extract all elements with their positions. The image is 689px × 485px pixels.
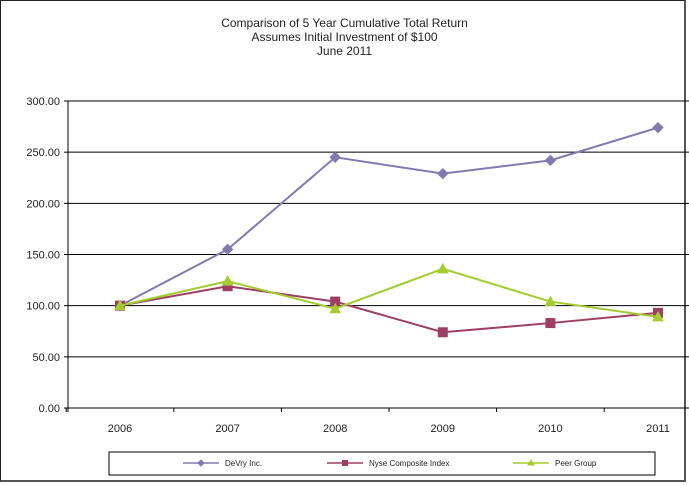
chart-grid: [68, 100, 689, 409]
data-point-square: [342, 460, 348, 466]
x-tick-label: 2011: [646, 423, 670, 435]
series-line: [119, 285, 659, 334]
legend-item: Peer Group: [513, 459, 597, 468]
data-point-diamond: [329, 151, 341, 163]
series-line: [119, 126, 659, 307]
data-point-square: [437, 327, 448, 338]
data-point-triangle: [114, 299, 126, 311]
data-point-triangle: [527, 459, 535, 466]
series-1: [115, 281, 663, 338]
y-tick-label: 150.00: [26, 250, 60, 262]
data-point-diamond: [221, 243, 234, 256]
chart-title-line-3: June 2011: [316, 44, 373, 58]
chart-axes: 0.00 50.00 100.00 150.00 200.00 250.00 300.00 2…: [26, 96, 669, 435]
data-point-diamond: [652, 121, 664, 134]
data-point-triangle: [329, 302, 342, 314]
series-2: [114, 262, 664, 322]
chart-series: [114, 121, 664, 338]
data-point-square: [545, 318, 556, 329]
data-point-triangle: [436, 262, 449, 274]
series-0: [114, 121, 664, 312]
y-tick-label: 250.00: [26, 147, 60, 159]
x-tick-label: 2010: [538, 423, 562, 435]
y-tick-label: 300.00: [26, 96, 60, 108]
legend-label: Peer Group: [555, 459, 597, 468]
series-line: [119, 267, 659, 318]
x-tick-label: 2008: [323, 423, 347, 435]
y-tick-label: 100.00: [26, 301, 60, 313]
data-point-diamond: [437, 167, 449, 180]
data-point-diamond: [544, 154, 557, 167]
legend-item: Nyse Composite Index: [327, 459, 449, 468]
data-point-diamond: [197, 459, 205, 467]
legend-label: DeVry Inc.: [225, 459, 262, 468]
y-tick-label: 50.00: [32, 352, 60, 364]
x-tick-label: 2009: [431, 423, 455, 435]
legend-box: [108, 451, 656, 476]
data-point-triangle: [544, 295, 557, 307]
x-tick-label: 2006: [108, 423, 132, 435]
legend-item: DeVry Inc.: [183, 459, 262, 468]
chart-legend: DeVry Inc. Nyse Composite Index Peer Group: [108, 451, 656, 476]
chart-title: Comparison of 5 Year Cumulative Total Re…: [0, 16, 689, 58]
chart-title-line-1: Comparison of 5 Year Cumulative Total Re…: [221, 16, 468, 30]
y-tick-label: 0.00: [39, 403, 60, 415]
data-point-triangle: [652, 310, 664, 322]
legend-label: Nyse Composite Index: [369, 459, 449, 468]
y-tick-label: 200.00: [26, 198, 60, 210]
data-point-triangle: [221, 275, 234, 286]
x-tick-label: 2007: [215, 423, 239, 435]
chart-title-line-2: Assumes Initial Investment of $100: [251, 30, 438, 44]
